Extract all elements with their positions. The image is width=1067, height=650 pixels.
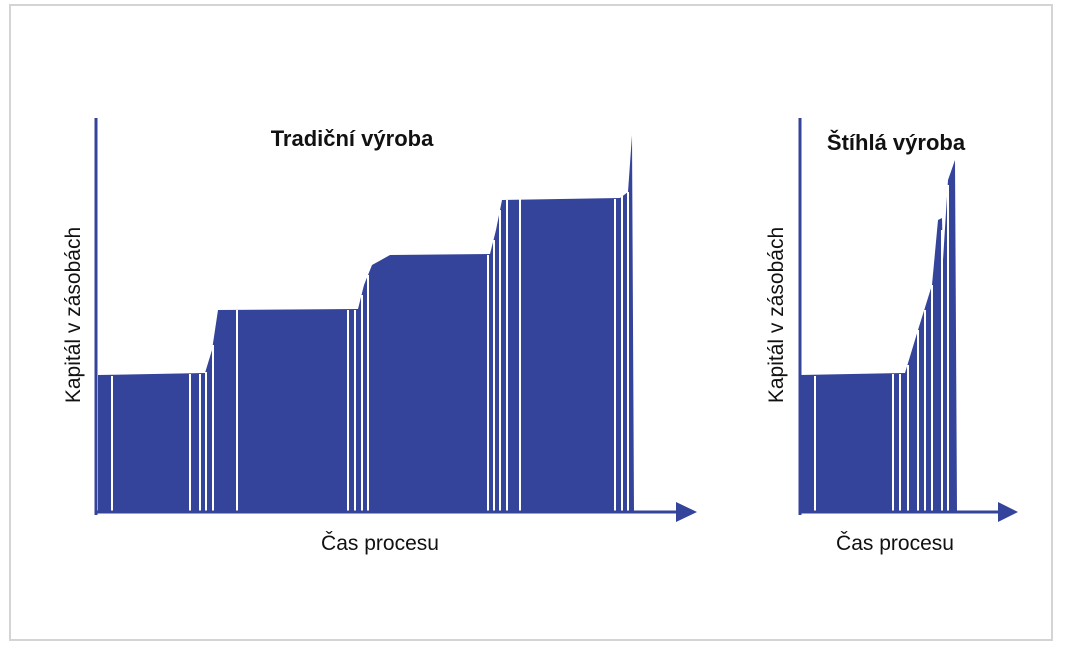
process-steps xyxy=(814,185,949,512)
x-axis-label: Čas procesu xyxy=(321,532,439,555)
process-steps xyxy=(111,192,629,512)
y-axis-label: Kapitál v zásobách xyxy=(62,227,85,403)
y-axis-label: Kapitál v zásobách xyxy=(765,227,788,403)
axis-arrow xyxy=(998,502,1018,522)
right-chart: Štíhlá výroba Kapitál v zásobách Čas pro… xyxy=(765,118,1018,555)
chart-title: Tradiční výroba xyxy=(271,126,434,151)
axis-arrow xyxy=(676,502,697,522)
left-chart: Tradiční výroba Kapitál v zásobách Čas p… xyxy=(62,118,697,555)
chart-title: Štíhlá výroba xyxy=(827,130,966,155)
x-axis-label: Čas procesu xyxy=(836,532,954,555)
